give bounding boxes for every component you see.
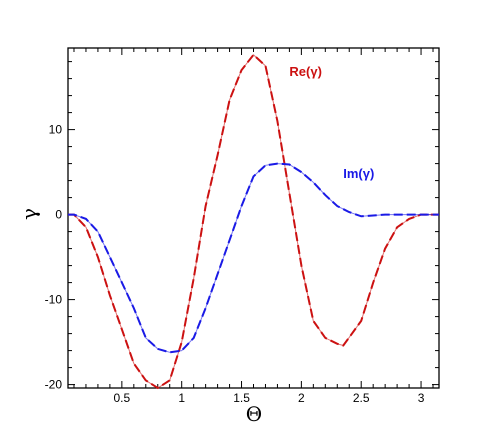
tick-marks [68, 48, 439, 388]
series-annotation: Re(γ) [289, 64, 322, 79]
x-tick-label: 3 [418, 391, 425, 405]
y-axis-label: γ [17, 208, 41, 220]
y-tick-label: -20 [45, 378, 63, 392]
series-line-0 [68, 53, 439, 390]
series-annotation: Im(γ) [343, 166, 374, 181]
plot-frame [67, 47, 440, 389]
series-line-1 [68, 162, 439, 354]
x-tick-label: 2.5 [353, 391, 370, 405]
series-underlay-0 [68, 54, 439, 389]
x-tick-label: 1.5 [233, 391, 250, 405]
series-lines [68, 53, 439, 390]
y-tick-label: 10 [49, 123, 63, 137]
y-tick-label: -10 [45, 293, 63, 307]
x-tick-label: 0.5 [114, 391, 131, 405]
x-axis-label: Θ [246, 402, 262, 426]
x-tick-label: 2 [298, 391, 305, 405]
tick-labels: 0.5 1 1.5 2 2.5 3 -20 -10 0 10 [45, 123, 425, 405]
series-annotations: Re(γ) Im(γ) [289, 64, 374, 181]
y-tick-label: 0 [55, 208, 62, 222]
series-underlay-1 [68, 163, 439, 353]
x-tick-label: 1 [178, 391, 185, 405]
